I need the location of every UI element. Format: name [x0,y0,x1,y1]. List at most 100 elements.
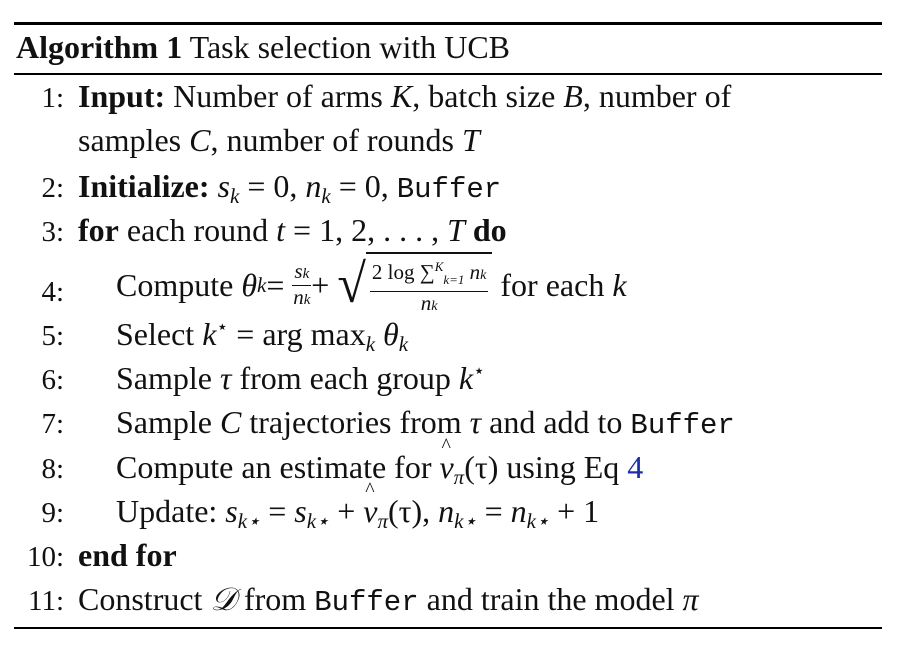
math-var: K [390,78,413,114]
math-var: s [294,493,307,529]
math-var-hat: ν [363,479,377,530]
step-7: Sample C trajectories from τ and add to … [116,404,735,442]
math-sub: k⋆ [237,509,261,533]
line-number: 2: [41,172,64,204]
ratio-fraction: samplessk nk [292,260,312,311]
line-number: 8: [41,453,64,485]
sum-symbol: ∑ [419,259,435,284]
math-op: = 1, 2, . . . , [285,212,440,248]
math-var: n [510,493,527,529]
step-keyword: end for [78,537,177,573]
math-var: n [438,493,455,529]
math-text: 2 log [371,259,415,284]
math-var: n [469,259,481,284]
step-text: , batch size [412,78,556,114]
step-text: and add to [489,404,623,440]
math-var: τ [469,404,482,440]
math-var: k [458,360,474,396]
step-text: Construct [78,581,203,617]
equation-reference-link[interactable]: 4 [627,449,644,485]
math-sub: k [398,332,409,356]
step-text: , number of rounds [210,122,454,158]
math-sub: k⋆ [526,509,550,533]
header-rule [14,73,882,75]
math-op: + [329,493,356,529]
math-var: T [461,122,480,158]
top-rule [14,22,882,25]
line-number: 9: [41,497,64,529]
step-3: for each round t = 1, 2, . . . , T do [78,212,507,249]
algorithm-label: Algorithm 1 [16,29,183,65]
math-var: π [682,581,699,617]
step-text: Select [116,316,195,352]
math-var: s [217,168,230,204]
algorithm-title: Task selection with UCB [189,29,511,65]
line-number: 4: [41,276,64,308]
math-var: k [202,316,217,352]
sum-lower: k=1 [443,272,465,288]
math-sub: k [431,299,438,315]
math-sub: k [303,291,311,308]
step-text: Sample [116,404,212,440]
math-var: B [563,78,583,114]
math-op: = 0, [239,168,298,204]
math-sub: k [257,272,267,297]
line-number: 1: [41,82,64,114]
math-var: t [276,212,286,248]
line-number: 5: [41,320,64,352]
math-var: s [225,493,238,529]
step-text: for each [500,266,605,303]
math-op: = [266,266,285,303]
math-var: n [420,291,432,316]
buffer-code: Buffer [314,586,419,619]
buffer-code: Buffer [396,173,502,206]
line-number: 11: [28,585,64,617]
ucb-fraction: 2 log ∑Kk=1 nk nk [369,256,489,318]
math-var: θ [383,316,399,352]
step-11: Construct 𝒟 from Buffer and train the mo… [78,581,699,619]
step-text: and train the model [426,581,675,617]
math-var-hat: ν [439,435,453,486]
math-op: = 0, [330,168,389,204]
step-text: samples [78,122,182,158]
math-op: = arg max [228,316,366,352]
line-number: 3: [41,216,64,248]
math-var: k [612,266,627,303]
math-var: τ [219,360,232,396]
sqrt-term: √ 2 log ∑Kk=1 nk nk [337,251,493,318]
math-var: n [293,284,304,309]
math-sub: k [480,267,487,283]
step-text: trajectories from [249,404,462,440]
math-sub: π [377,509,388,533]
math-sub: k⋆ [306,509,330,533]
step-text: from [243,581,307,617]
step-text: Compute an estimate for [116,449,432,485]
math-sub: k [302,265,310,282]
math-op: (τ), [387,493,431,529]
math-op: = [476,493,503,529]
radical-sign: √ [337,254,366,315]
math-var: C [219,404,242,440]
math-sub: k [229,184,240,208]
step-keyword: Initialize: [78,168,210,204]
step-1-continued: samples C, number of rounds T [78,122,480,159]
step-2: Initialize: sk = 0, nk = 0, Buffer [78,168,501,209]
step-text: , number of [582,78,732,114]
step-text: Compute [116,266,234,303]
buffer-code: Buffer [630,409,735,442]
step-8: Compute an estimate for νπ(τ) using Eq 4 [116,435,644,490]
step-text: Sample [116,360,212,396]
line-number: 7: [41,408,64,440]
math-sup: ⋆ [473,361,486,382]
step-1: Input: Number of arms K, batch size B, n… [78,78,731,115]
math-var: n [305,168,322,204]
step-text: Update: [116,493,218,529]
step-keyword: do [472,212,507,248]
step-keyword: for [78,212,119,248]
math-var: C [189,122,211,158]
math-sup: ⋆ [216,317,229,338]
math-var: θ [241,266,258,303]
math-sub: π [453,465,465,489]
algorithm-header: Algorithm 1 Task selection with UCB [16,29,510,66]
math-op: (τ) [464,449,499,485]
